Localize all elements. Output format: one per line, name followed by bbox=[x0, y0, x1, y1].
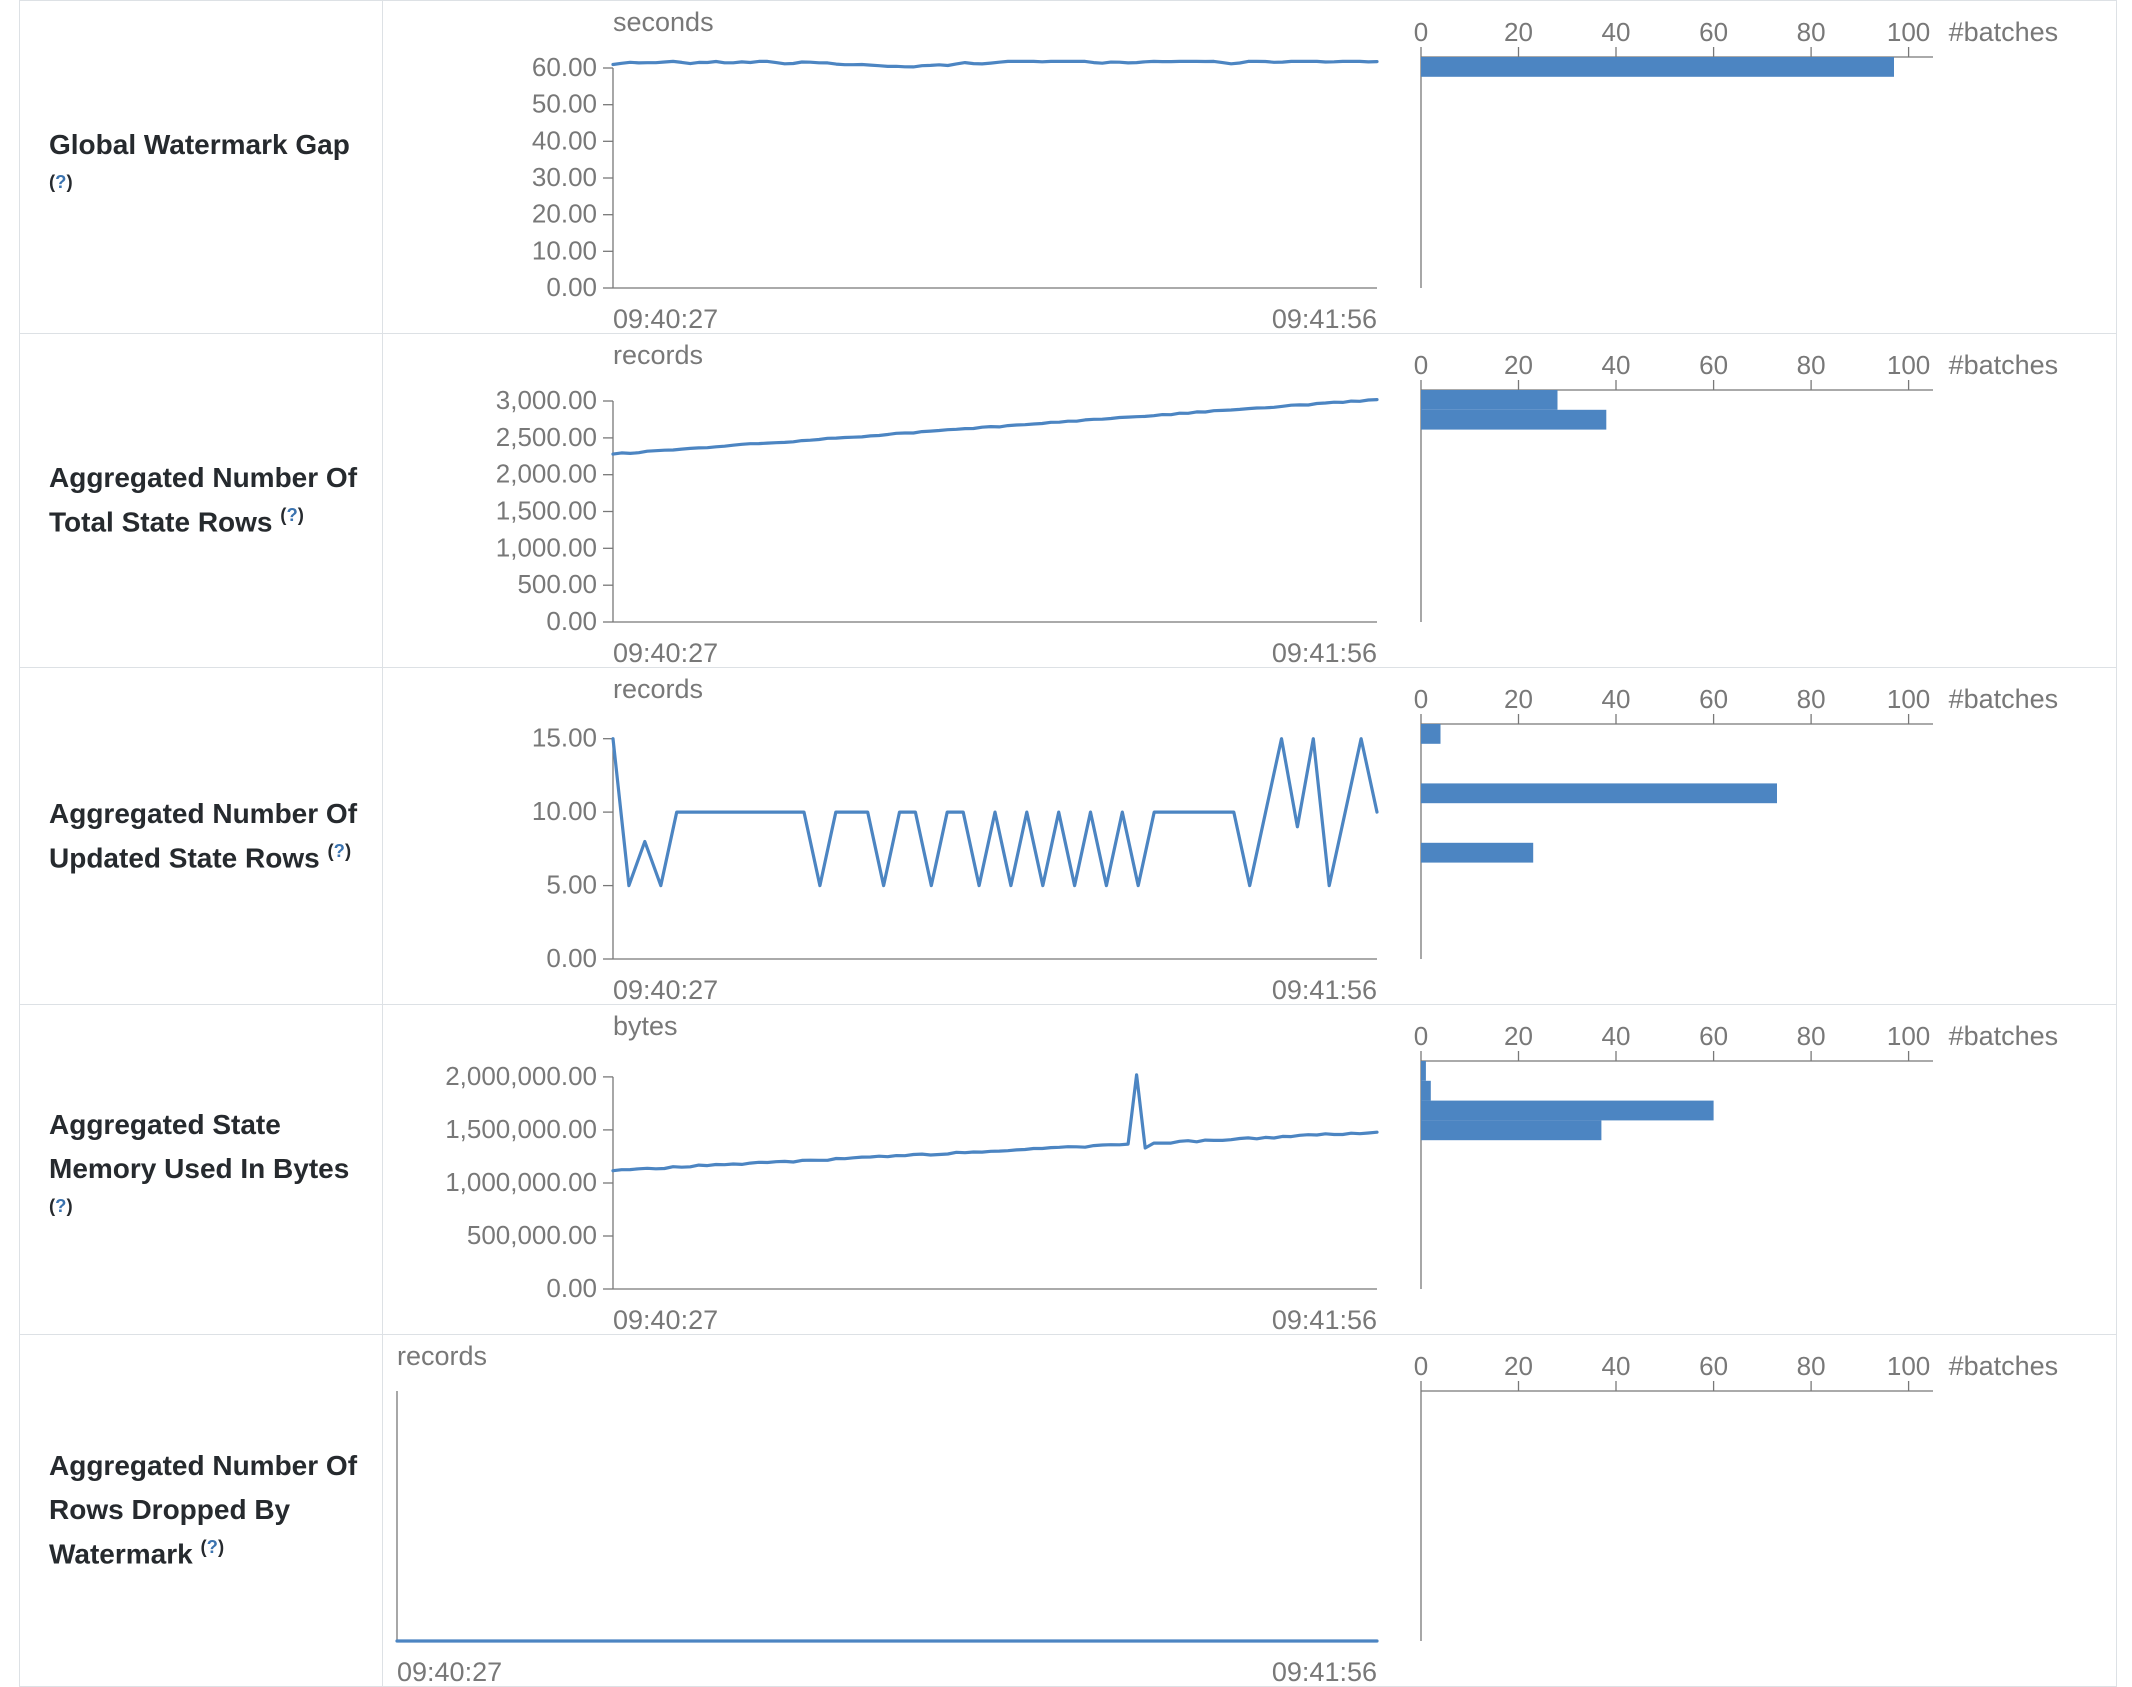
svg-text:seconds: seconds bbox=[613, 7, 714, 37]
svg-text:2,500.00: 2,500.00 bbox=[496, 422, 597, 452]
svg-text:100: 100 bbox=[1887, 684, 1930, 714]
svg-text:100: 100 bbox=[1887, 350, 1930, 380]
svg-text:60: 60 bbox=[1699, 350, 1728, 380]
svg-text:100: 100 bbox=[1887, 1021, 1930, 1051]
svg-text:09:41:56: 09:41:56 bbox=[1272, 975, 1377, 1005]
svg-text:records: records bbox=[613, 340, 703, 370]
svg-text:09:40:27: 09:40:27 bbox=[613, 304, 718, 334]
svg-text:09:41:56: 09:41:56 bbox=[1272, 638, 1377, 668]
svg-text:09:41:56: 09:41:56 bbox=[1272, 304, 1377, 334]
svg-text:40: 40 bbox=[1602, 684, 1631, 714]
svg-text:0: 0 bbox=[1414, 1351, 1428, 1381]
svg-text:60: 60 bbox=[1699, 1021, 1728, 1051]
svg-text:#batches: #batches bbox=[1949, 17, 2059, 47]
svg-text:10.00: 10.00 bbox=[532, 235, 597, 265]
svg-text:5.00: 5.00 bbox=[546, 870, 597, 900]
svg-text:500.00: 500.00 bbox=[517, 569, 597, 599]
svg-text:80: 80 bbox=[1797, 684, 1826, 714]
svg-text:100: 100 bbox=[1887, 17, 1930, 47]
svg-text:40: 40 bbox=[1602, 1351, 1631, 1381]
svg-text:0: 0 bbox=[1414, 1021, 1428, 1051]
svg-text:20: 20 bbox=[1504, 684, 1533, 714]
svg-text:20: 20 bbox=[1504, 17, 1533, 47]
svg-text:1,000,000.00: 1,000,000.00 bbox=[445, 1167, 597, 1197]
svg-text:80: 80 bbox=[1797, 1021, 1826, 1051]
svg-text:40: 40 bbox=[1602, 17, 1631, 47]
svg-text:bytes: bytes bbox=[613, 1011, 678, 1041]
svg-text:40: 40 bbox=[1602, 350, 1631, 380]
svg-text:60: 60 bbox=[1699, 17, 1728, 47]
svg-text:0.00: 0.00 bbox=[546, 1273, 597, 1303]
svg-text:09:41:56: 09:41:56 bbox=[1272, 1305, 1377, 1335]
svg-text:#batches: #batches bbox=[1949, 350, 2059, 380]
svg-text:0: 0 bbox=[1414, 350, 1428, 380]
svg-text:500,000.00: 500,000.00 bbox=[467, 1220, 597, 1250]
svg-text:20: 20 bbox=[1504, 350, 1533, 380]
svg-text:40.00: 40.00 bbox=[532, 125, 597, 155]
svg-text:1,500,000.00: 1,500,000.00 bbox=[445, 1114, 597, 1144]
svg-text:80: 80 bbox=[1797, 17, 1826, 47]
svg-text:20.00: 20.00 bbox=[532, 199, 597, 229]
svg-text:09:41:56: 09:41:56 bbox=[1272, 1657, 1377, 1687]
svg-text:0.00: 0.00 bbox=[546, 606, 597, 636]
svg-text:2,000,000.00: 2,000,000.00 bbox=[445, 1061, 597, 1091]
svg-text:09:40:27: 09:40:27 bbox=[613, 1305, 718, 1335]
svg-text:0.00: 0.00 bbox=[546, 272, 597, 302]
svg-text:20: 20 bbox=[1504, 1021, 1533, 1051]
svg-text:records: records bbox=[397, 1341, 487, 1371]
svg-text:#batches: #batches bbox=[1949, 1021, 2059, 1051]
svg-text:15.00: 15.00 bbox=[532, 723, 597, 753]
svg-text:#batches: #batches bbox=[1949, 1351, 2059, 1381]
svg-text:40: 40 bbox=[1602, 1021, 1631, 1051]
svg-text:09:40:27: 09:40:27 bbox=[613, 638, 718, 668]
svg-text:0: 0 bbox=[1414, 17, 1428, 47]
svg-text:30.00: 30.00 bbox=[532, 162, 597, 192]
svg-text:1,500.00: 1,500.00 bbox=[496, 496, 597, 526]
svg-text:60: 60 bbox=[1699, 684, 1728, 714]
svg-text:20: 20 bbox=[1504, 1351, 1533, 1381]
svg-text:0.00: 0.00 bbox=[546, 943, 597, 973]
svg-text:1,000.00: 1,000.00 bbox=[496, 532, 597, 562]
svg-text:0: 0 bbox=[1414, 684, 1428, 714]
svg-text:records: records bbox=[613, 674, 703, 704]
svg-text:80: 80 bbox=[1797, 350, 1826, 380]
svg-text:09:40:27: 09:40:27 bbox=[613, 975, 718, 1005]
svg-text:80: 80 bbox=[1797, 1351, 1826, 1381]
svg-text:#batches: #batches bbox=[1949, 684, 2059, 714]
svg-text:50.00: 50.00 bbox=[532, 89, 597, 119]
svg-text:10.00: 10.00 bbox=[532, 796, 597, 826]
svg-text:3,000.00: 3,000.00 bbox=[496, 385, 597, 415]
svg-text:60.00: 60.00 bbox=[532, 52, 597, 82]
svg-text:60: 60 bbox=[1699, 1351, 1728, 1381]
svg-text:09:40:27: 09:40:27 bbox=[397, 1657, 502, 1687]
svg-text:100: 100 bbox=[1887, 1351, 1930, 1381]
svg-text:2,000.00: 2,000.00 bbox=[496, 459, 597, 489]
